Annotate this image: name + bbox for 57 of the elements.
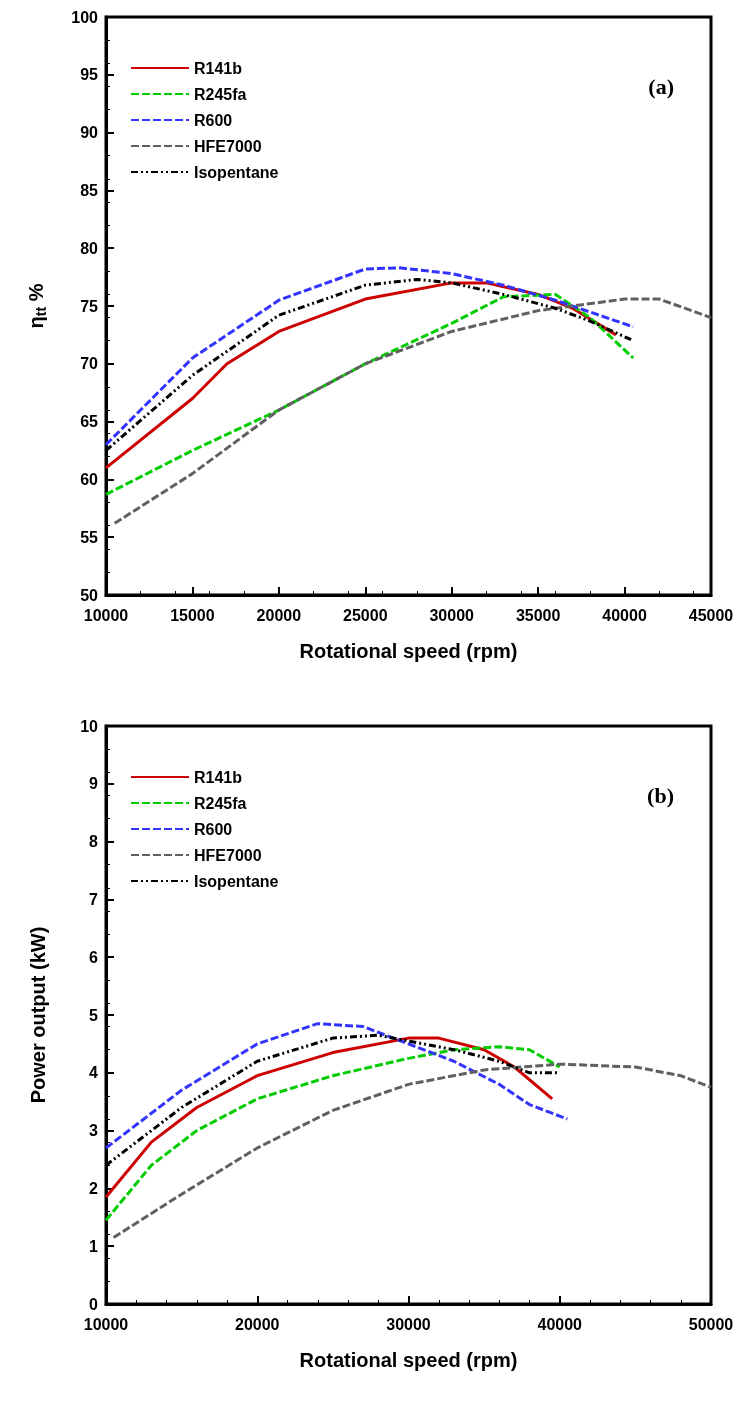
y-tick-label: 10 xyxy=(80,717,99,735)
y-tick-label: 55 xyxy=(80,528,99,546)
y-tick-label: 50 xyxy=(80,586,99,604)
x-tick-label: 30000 xyxy=(386,1315,431,1333)
line-series xyxy=(112,1062,713,1240)
x-tick-label: 35000 xyxy=(515,606,561,624)
legend-label: R600 xyxy=(194,111,233,129)
legend-label: R600 xyxy=(194,820,233,838)
line-series xyxy=(104,1036,554,1199)
y-tick-label: 0 xyxy=(89,1295,99,1313)
x-tick-label: 15000 xyxy=(170,606,215,624)
y-axis-title: ηtt % xyxy=(25,283,49,329)
y-axis-title: Power output (kW) xyxy=(27,926,49,1104)
y-tick-label: 7 xyxy=(89,890,99,908)
line-series xyxy=(104,292,635,496)
y-tick-label: 100 xyxy=(71,8,99,26)
x-tick-label: 10000 xyxy=(83,1315,129,1333)
x-tick-label: 10000 xyxy=(83,606,129,624)
y-tick-label: 9 xyxy=(89,775,99,793)
legend-label: R245fa xyxy=(194,794,247,812)
y-tick-label: 60 xyxy=(80,470,99,488)
legend-label: Isopentane xyxy=(194,163,279,181)
y-tick-label: 85 xyxy=(80,181,99,199)
x-tick-label: 40000 xyxy=(537,1315,583,1333)
legend-label: R141b xyxy=(194,59,243,77)
y-tick-label: 4 xyxy=(89,1064,99,1082)
x-tick-label: 20000 xyxy=(256,606,302,624)
annotation: (b) xyxy=(647,782,674,808)
legend-label: HFE7000 xyxy=(194,137,262,155)
x-tick-label: 20000 xyxy=(235,1315,280,1333)
line-series xyxy=(104,1045,562,1222)
y-tick-label: 2 xyxy=(89,1179,99,1197)
y-tick-label: 70 xyxy=(80,355,99,373)
x-axis-title: Rotational speed (rpm) xyxy=(299,1349,518,1371)
y-tick-label: 8 xyxy=(89,833,99,851)
legend-label: Isopentane xyxy=(194,872,279,890)
x-tick-label: 45000 xyxy=(688,606,734,624)
line-series xyxy=(104,1022,569,1150)
y-tick-label: 1 xyxy=(89,1237,99,1255)
x-tick-label: 40000 xyxy=(602,606,647,624)
y-tick-label: 3 xyxy=(89,1122,99,1140)
x-tick-label: 25000 xyxy=(343,606,388,624)
y-tick-label: 5 xyxy=(89,1006,99,1024)
y-tick-label: 80 xyxy=(80,239,99,257)
legend-label: R141b xyxy=(194,768,243,786)
legend-label: R245fa xyxy=(194,85,247,103)
y-tick-label: 65 xyxy=(80,413,99,431)
x-tick-label: 50000 xyxy=(688,1315,734,1333)
line-series xyxy=(113,297,713,525)
x-axis-title: Rotational speed (rpm) xyxy=(299,640,518,662)
y-tick-label: 75 xyxy=(80,297,99,315)
annotation: (a) xyxy=(648,73,674,99)
y-tick-label: 90 xyxy=(80,124,99,142)
y-tick-label: 6 xyxy=(89,948,99,966)
x-tick-label: 30000 xyxy=(429,606,475,624)
y-tick-label: 95 xyxy=(80,66,99,84)
legend-label: HFE7000 xyxy=(194,846,262,864)
